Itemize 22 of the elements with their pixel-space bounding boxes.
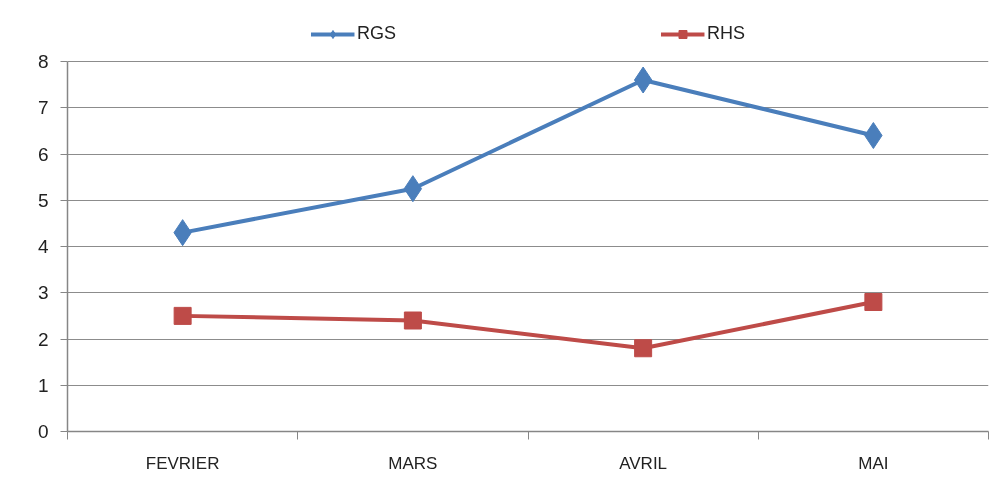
y-tick-label: 7 bbox=[37, 97, 49, 119]
point bbox=[864, 293, 883, 311]
point bbox=[634, 339, 653, 358]
y-tick-label: 2 bbox=[37, 328, 49, 350]
legend-label: RGS bbox=[356, 23, 396, 44]
point bbox=[633, 66, 653, 94]
legend-label: RHS bbox=[707, 23, 746, 44]
x-tick-label: MAI bbox=[858, 453, 889, 473]
point bbox=[403, 311, 422, 330]
point bbox=[864, 122, 883, 149]
y-tick-label: 5 bbox=[37, 189, 49, 211]
y-tick-label: 1 bbox=[37, 374, 49, 396]
point bbox=[173, 306, 192, 325]
y-tick-label: 6 bbox=[37, 143, 49, 165]
y-tick-label: 8 bbox=[37, 51, 49, 72]
x-tick-label: MARS bbox=[388, 453, 438, 473]
point bbox=[403, 175, 423, 203]
y-tick-label: 4 bbox=[37, 236, 49, 257]
x-tick-label: AVRIL bbox=[619, 453, 668, 473]
x-tick-label: FEVRIER bbox=[145, 453, 220, 473]
y-tick-label: 0 bbox=[37, 421, 49, 442]
y-tick-label: 3 bbox=[37, 282, 49, 304]
